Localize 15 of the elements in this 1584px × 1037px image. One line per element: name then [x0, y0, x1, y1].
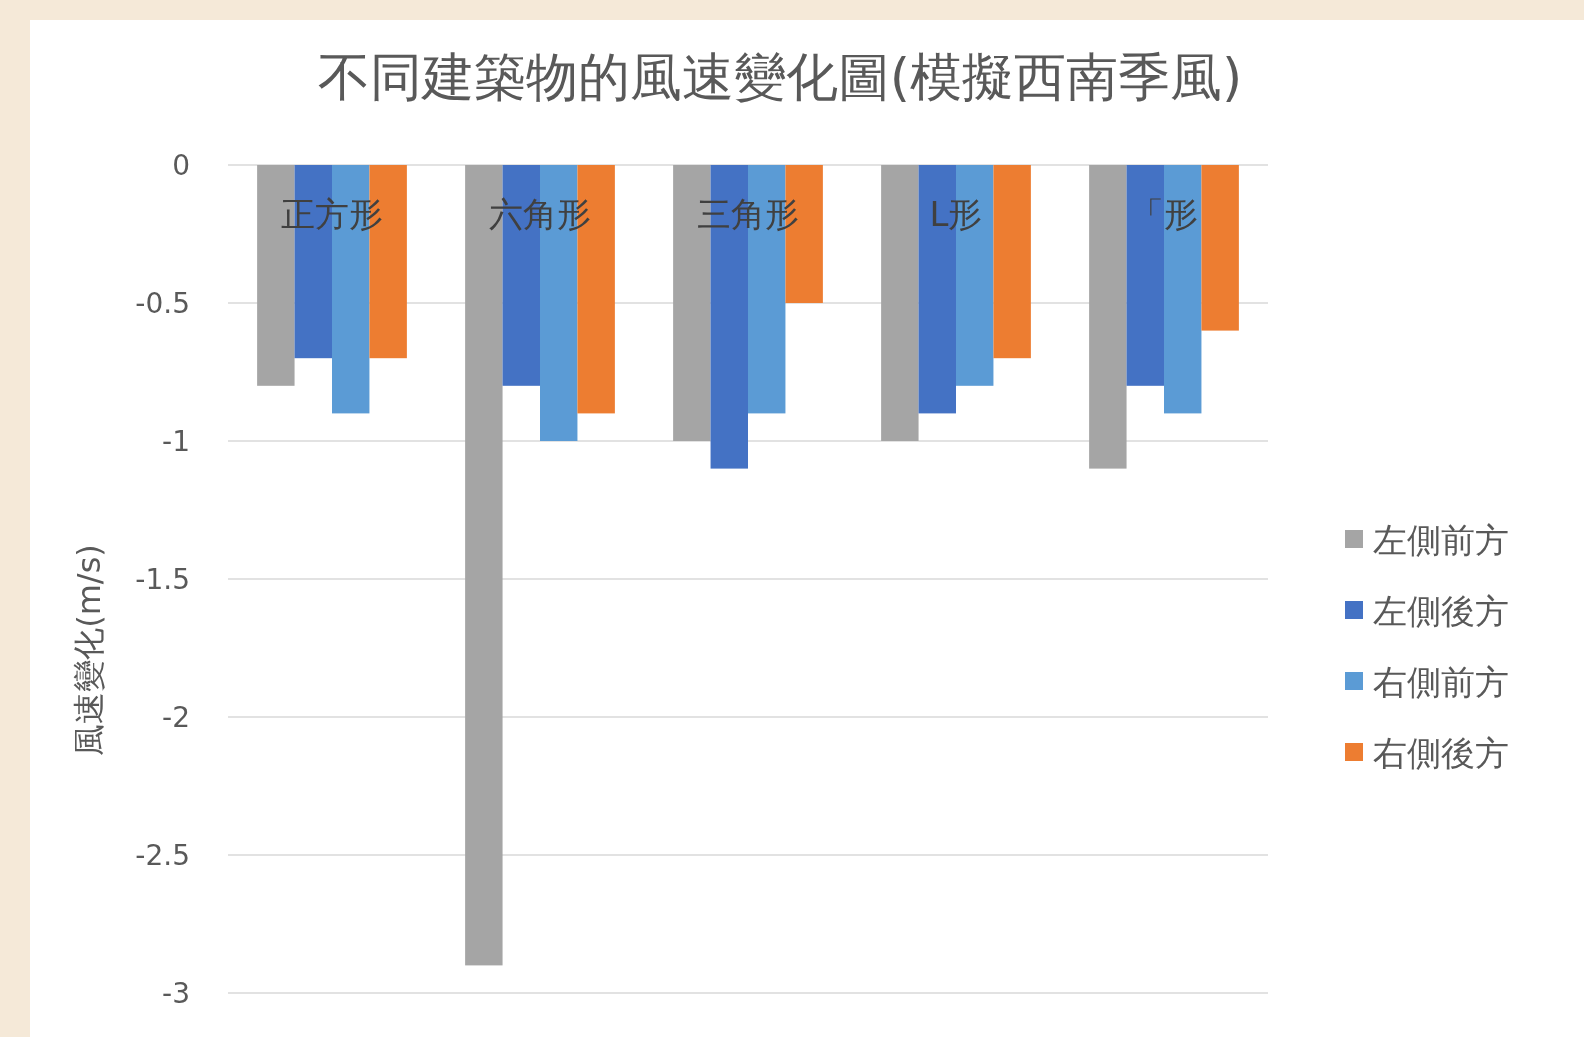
y-tick-label: -1: [162, 425, 190, 458]
y-tick-label: -2: [162, 701, 190, 734]
y-tick-label: -0.5: [135, 287, 190, 320]
legend-label: 左側前方: [1373, 520, 1509, 560]
y-tick-label: -2.5: [135, 839, 190, 872]
y-tick-label: -3: [162, 977, 190, 1010]
x-tick-label: L形: [929, 194, 983, 234]
legend-label: 右側後方: [1373, 733, 1509, 773]
x-tick-label: 「形: [1130, 194, 1198, 234]
y-tick-label: 0: [172, 149, 190, 182]
y-axis-title: 風速變化(m/s): [70, 544, 108, 756]
y-tick-label: -1.5: [135, 563, 190, 596]
legend-label: 左側後方: [1373, 591, 1509, 631]
chart-title: 不同建築物的風速變化圖(模擬西南季風): [317, 47, 1243, 107]
legend-label: 右側前方: [1373, 662, 1509, 702]
